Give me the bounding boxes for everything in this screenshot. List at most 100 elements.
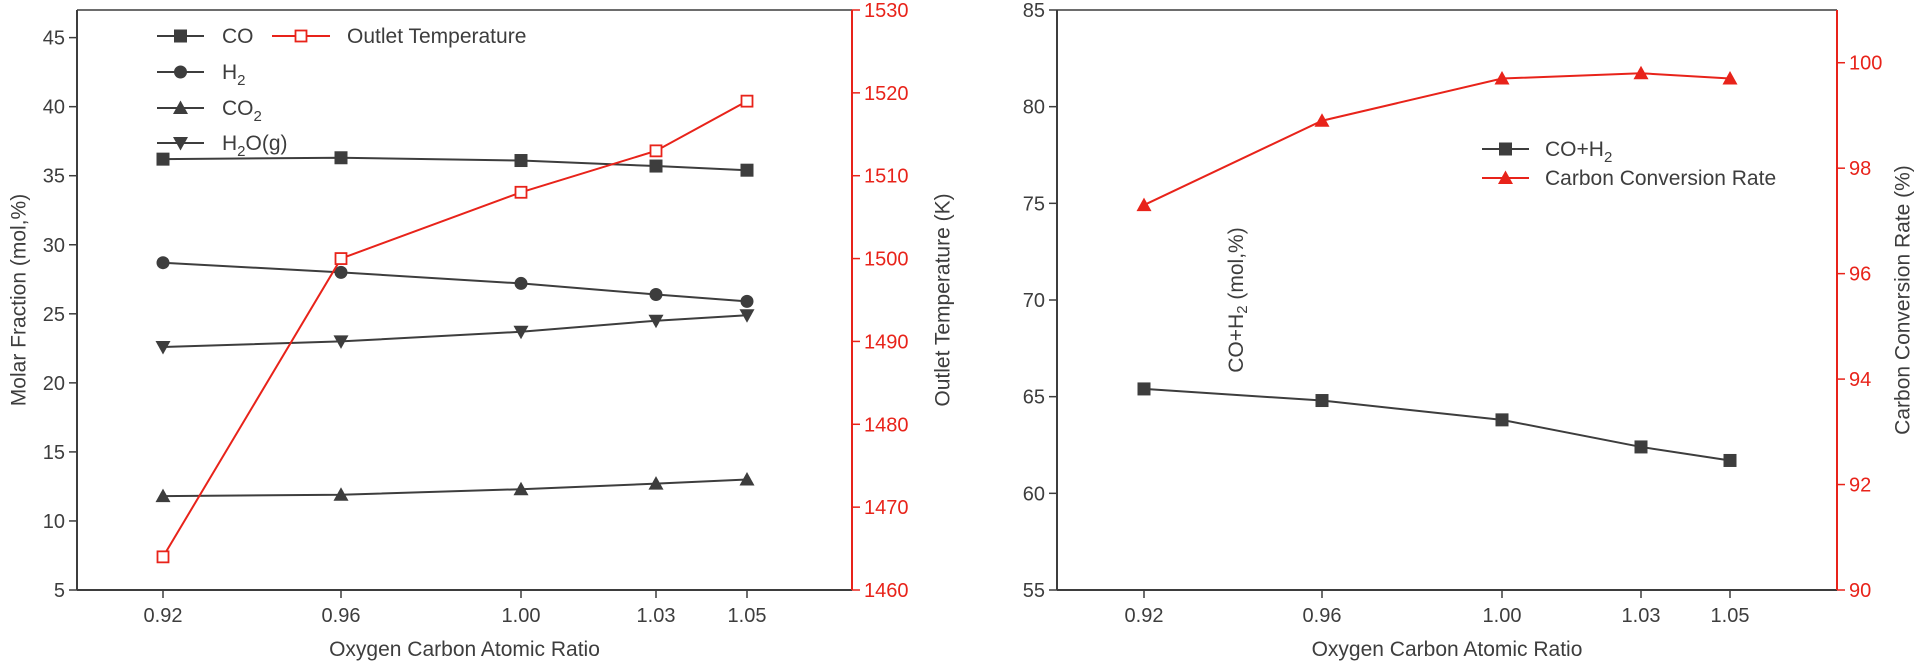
chart-panel-2: 55 60 65 70 75 80 85 90 92 94 96 98 100 0.92 0.96 1.00 1… [1023, 0, 1915, 661]
legend-marker-icon [294, 29, 308, 43]
legend-entry-co-h2: CO+H2 [1482, 138, 1612, 166]
x-axis-title: Oxygen Carbon Atomic Ratio [1312, 638, 1583, 661]
data-point-co-h2 [1315, 394, 1329, 408]
left-tick-label: 35 [43, 166, 65, 188]
chart-panel-1: 5101520253035404514601470148014901500151… [8, 0, 955, 661]
left-tick-label: 5 [54, 580, 65, 602]
right-tick-label: 1520 [864, 83, 909, 105]
legend-marker-icon [173, 137, 188, 151]
left-tick-label: 75 [1023, 193, 1045, 215]
data-point-carbon-conversion-rate [1722, 71, 1738, 85]
right-tick-label: 92 [1849, 475, 1871, 497]
data-point-h2o-g [513, 325, 529, 340]
legend-label: H2O(g) [222, 132, 288, 160]
data-point-co2 [155, 488, 171, 503]
data-point-co2 [648, 476, 664, 490]
right-tick-label: 1460 [864, 580, 909, 602]
data-point-h2 [740, 294, 754, 308]
data-point-h2 [514, 276, 528, 290]
legend-label: CO2 [222, 97, 262, 125]
data-point-h2 [334, 265, 348, 279]
right-tick-label: 1510 [864, 166, 909, 188]
data-point-h2o-g [333, 335, 349, 349]
legend-entry-outlet-temperature: Outlet Temperature [272, 25, 526, 48]
left-tick-label: 85 [1023, 0, 1045, 22]
x-tick-label: 0.96 [1303, 605, 1342, 627]
legend-label: Outlet Temperature [347, 25, 526, 48]
data-point-h2 [649, 287, 663, 301]
y-axis-title: CO+H2 (mol,%) [1225, 227, 1251, 372]
right-tick-label: 94 [1849, 369, 1871, 391]
left-tick-label: 10 [43, 511, 65, 533]
left-tick-label: 15 [43, 442, 65, 464]
left-tick-label: 30 [43, 235, 65, 257]
legend-marker-icon [1498, 170, 1513, 184]
legend-entry-co2: CO2 [157, 97, 262, 125]
left-tick-label: 60 [1023, 483, 1045, 505]
data-point-co2 [513, 481, 529, 496]
data-point-co [334, 151, 348, 165]
data-point-co-h2 [1723, 453, 1737, 467]
legend-marker-icon [174, 65, 187, 79]
left-tick-label: 70 [1023, 290, 1045, 312]
data-point-outlet-temperature [514, 185, 528, 199]
data-point-h2o-g [739, 309, 755, 323]
right-tick-label: 1500 [864, 249, 909, 271]
data-point-carbon-conversion-rate [1494, 71, 1510, 85]
data-point-h2 [156, 256, 170, 270]
data-point-co2 [739, 472, 755, 486]
right-tick-label: 1470 [864, 497, 909, 519]
left-tick-label: 55 [1023, 580, 1045, 602]
legend-entry-h2: H2 [157, 61, 246, 89]
left-tick-label: 20 [43, 373, 65, 395]
x-axis-title: Oxygen Carbon Atomic Ratio [329, 638, 600, 661]
data-point-h2o-g [155, 340, 171, 355]
legend-entry-carbon-conversion-rate: Carbon Conversion Rate [1482, 167, 1776, 190]
legend-label: CO+H2 [1545, 138, 1612, 166]
data-point-co [156, 152, 170, 166]
data-point-outlet-temperature [156, 550, 170, 564]
right-tick-label: 98 [1849, 158, 1871, 180]
data-point-co [649, 159, 663, 173]
data-point-outlet-temperature [740, 94, 754, 108]
x-tick-label: 0.92 [144, 605, 183, 627]
right-tick-label: 1480 [864, 414, 909, 436]
data-point-co-h2 [1634, 440, 1648, 454]
legend-label: H2 [222, 61, 246, 89]
data-point-co-h2 [1137, 382, 1151, 396]
data-point-co [740, 163, 754, 177]
legend-entry-h2o-g: H2O(g) [157, 132, 288, 160]
y2-axis-title: Outlet Temperature (K) [932, 193, 955, 406]
data-point-h2o-g [648, 314, 664, 329]
y-axis-title: Molar Fraction (mol,%) [8, 194, 31, 406]
legend-label: CO [222, 25, 254, 48]
data-point-outlet-temperature [334, 252, 348, 265]
right-tick-label: 1490 [864, 331, 909, 353]
data-point-outlet-temperature [649, 144, 663, 158]
left-tick-label: 25 [43, 304, 65, 326]
x-tick-label: 1.00 [502, 605, 541, 627]
right-tick-label: 90 [1849, 580, 1871, 602]
legend-marker-icon [1499, 142, 1512, 156]
data-point-co-h2 [1495, 413, 1509, 427]
x-tick-label: 0.92 [1125, 605, 1164, 627]
left-tick-label: 80 [1023, 97, 1045, 119]
left-tick-label: 65 [1023, 387, 1045, 409]
x-tick-label: 1.03 [1622, 605, 1661, 627]
right-tick-label: 96 [1849, 264, 1871, 286]
y2-axis-title: Carbon Conversion Rate (%) [1892, 165, 1915, 435]
legend-entry-co: CO [157, 25, 254, 48]
data-point-carbon-conversion-rate [1633, 65, 1649, 80]
x-tick-label: 1.05 [728, 605, 767, 627]
x-tick-label: 1.05 [1711, 605, 1750, 627]
right-tick-label: 1530 [864, 0, 909, 22]
data-point-co [514, 154, 528, 168]
data-point-carbon-conversion-rate [1136, 197, 1152, 212]
legend-marker-icon [173, 100, 188, 114]
legend-label: Carbon Conversion Rate [1545, 167, 1776, 190]
x-tick-label: 0.96 [322, 605, 361, 627]
left-tick-label: 45 [43, 28, 65, 50]
data-point-co2 [333, 487, 349, 501]
x-tick-label: 1.03 [637, 605, 676, 627]
